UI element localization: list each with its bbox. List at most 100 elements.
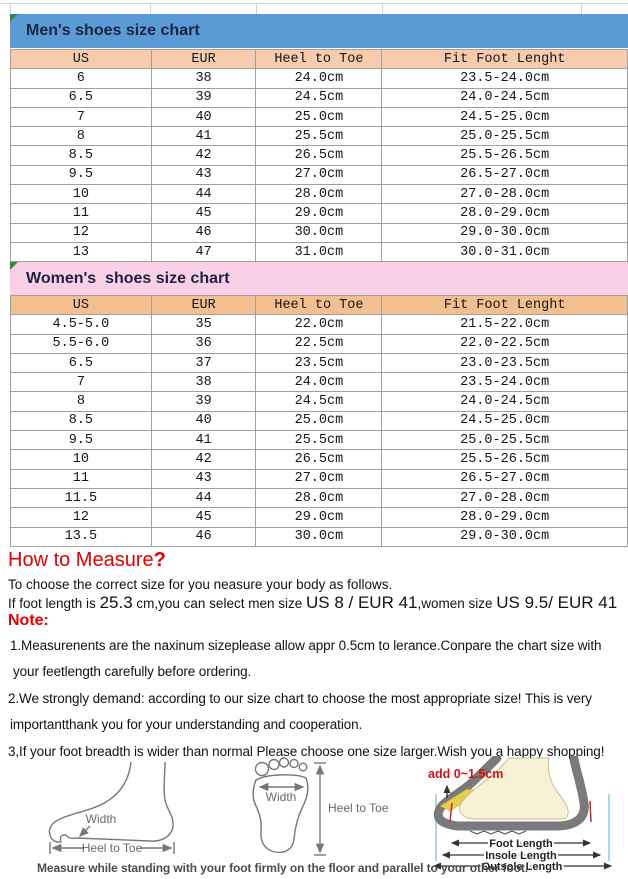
table-row: 8 41 25.5cm 25.0-25.5cm: [10, 126, 628, 147]
table-cell: 26.5-27.0cm: [381, 164, 628, 186]
grid-line: [581, 4, 582, 15]
grid-line: [256, 4, 257, 15]
table-cell: 25.0cm: [255, 106, 383, 128]
women-table-body: 4.5-5.0 35 22.0cm 21.5-22.0cm 5.5-6.0 36 22.5c…: [10, 314, 628, 547]
men-chart-title: Men's shoes size chart: [26, 22, 200, 39]
table-cell: 9.5: [10, 430, 152, 451]
example-part3: ,women size: [417, 596, 497, 611]
column-header-heel: Heel to Toe: [255, 48, 383, 70]
table-row: 5.5-6.0 36 22.5cm 22.0-22.5cm: [10, 333, 628, 354]
table-cell: 37: [150, 352, 257, 374]
table-cell: 45: [150, 203, 257, 224]
table-row: 9.5 41 25.5cm 25.0-25.5cm: [10, 430, 628, 451]
column-header-eur: EUR: [150, 294, 257, 316]
table-cell: 44: [150, 184, 257, 205]
table-cell: 26.5cm: [255, 145, 383, 166]
table-cell: 35: [150, 314, 257, 335]
table-row: 13 47 31.0cm 30.0-31.0cm: [10, 241, 628, 263]
footprint-top-view-diagram: Width Heel to Toe: [252, 757, 389, 856]
table-cell: 43: [150, 164, 257, 186]
toe: [254, 761, 270, 777]
column-header-us: US: [10, 48, 152, 70]
table-row: 4.5-5.0 35 22.0cm 21.5-22.0cm: [10, 314, 628, 335]
side-heel-toe-label: Heel to Toe: [82, 841, 143, 855]
table-cell: 10: [10, 184, 152, 205]
table-cell: 25.5-26.5cm: [381, 145, 628, 166]
table-row: 10 44 28.0cm 27.0-28.0cm: [10, 184, 628, 205]
table-cell: 24.0cm: [255, 372, 383, 393]
table-cell: 8.5: [10, 410, 152, 432]
table-cell: 23.5-24.0cm: [381, 68, 628, 89]
toe: [289, 758, 299, 769]
table-cell: 4.5-5.0: [10, 314, 152, 335]
insole-length-label: Insole Length: [485, 850, 557, 862]
table-cell: 21.5-22.0cm: [381, 314, 628, 335]
table-row: 11 45 29.0cm 28.0-29.0cm: [10, 203, 628, 224]
table-cell: 8.5: [10, 145, 152, 166]
table-cell: 42: [150, 145, 257, 166]
table-cell: 25.5-26.5cm: [381, 449, 628, 470]
sole-tread: [469, 830, 527, 835]
table-cell: 38: [150, 68, 257, 89]
table-cell: 29.0cm: [255, 203, 383, 224]
table-cell: 25.0-25.5cm: [381, 126, 628, 147]
foot-side-outline: [48, 761, 174, 843]
table-cell: 30.0cm: [255, 222, 383, 243]
table-row: 11 43 27.0cm 26.5-27.0cm: [10, 468, 628, 489]
men-chart-title-bar: Men's shoes size chart: [10, 14, 628, 48]
men-size-table: US EUR Heel to Toe Fit Foot Lenght 6 38 24…: [10, 48, 628, 263]
diagram-caption: Measure while standing with your foot fi…: [37, 861, 529, 875]
note-3: 3,If your foot breadth is wider than nor…: [8, 744, 605, 759]
table-row: 7 40 25.0cm 24.5-25.0cm: [10, 106, 628, 128]
grid-line: [150, 4, 151, 15]
foot-side-view-diagram: Width Heel to Toe: [48, 761, 175, 855]
column-header-eur: EUR: [150, 48, 257, 70]
table-cell: 12: [10, 222, 152, 243]
table-cell: 39: [150, 391, 257, 412]
table-cell: 25.5cm: [255, 126, 383, 147]
women-chart-title: Women's shoes size chart: [26, 270, 230, 287]
table-row: 8.5 40 25.0cm 24.5-25.0cm: [10, 410, 628, 432]
table-cell: 22.0-22.5cm: [381, 333, 628, 354]
table-cell: 25.0-25.5cm: [381, 430, 628, 451]
example-women-size: US 9.5/ EUR 41: [496, 593, 618, 612]
women-table-header: US EUR Heel to Toe Fit Foot Lenght: [10, 294, 628, 316]
table-row: 7 38 24.0cm 23.5-24.0cm: [10, 372, 628, 393]
cell-corner-triangle-icon: [10, 14, 18, 22]
measurement-diagrams: Width Heel to Toe Width Heel to Toe: [48, 756, 613, 875]
heading-text: How to Measure: [8, 549, 154, 571]
table-row: 12 45 29.0cm 28.0-29.0cm: [10, 507, 628, 528]
table-row: 13.5 46 30.0cm 29.0-30.0cm: [10, 526, 628, 547]
table-cell: 8: [10, 126, 152, 147]
toe: [278, 757, 290, 768]
note-1-line-2: your feetlength carefully before orderin…: [13, 664, 252, 679]
table-cell: 40: [150, 410, 257, 432]
table-cell: 24.5-25.0cm: [381, 106, 628, 128]
note-label: Note:: [8, 612, 49, 629]
footprint-width-label: Width: [266, 790, 297, 804]
table-cell: 29.0-30.0cm: [381, 222, 628, 243]
table-cell: 43: [150, 468, 257, 489]
table-cell: 5.5-6.0: [10, 333, 152, 354]
shoe-sole-outline: [433, 756, 589, 831]
table-cell: 24.0cm: [255, 68, 383, 89]
table-cell: 45: [150, 507, 257, 528]
table-cell: 30.0cm: [255, 526, 383, 547]
table-cell: 24.5cm: [255, 87, 383, 108]
table-cell: 27.0-28.0cm: [381, 184, 628, 205]
table-cell: 13.5: [10, 526, 152, 547]
table-cell: 41: [150, 126, 257, 147]
table-cell: 25.5cm: [255, 430, 383, 451]
example-men-size: US 8 / EUR 41: [305, 593, 418, 612]
example-foot-length: 25.3: [99, 593, 133, 612]
column-header-fit: Fit Foot Lenght: [381, 294, 628, 316]
table-cell: 46: [150, 526, 257, 547]
table-cell: 26.5-27.0cm: [381, 468, 628, 489]
column-header-us: US: [10, 294, 152, 316]
table-cell: 39: [150, 87, 257, 108]
table-cell: 6: [10, 68, 152, 89]
table-cell: 23.0-23.5cm: [381, 352, 628, 374]
table-cell: 7: [10, 372, 152, 393]
table-cell: 23.5cm: [255, 352, 383, 374]
